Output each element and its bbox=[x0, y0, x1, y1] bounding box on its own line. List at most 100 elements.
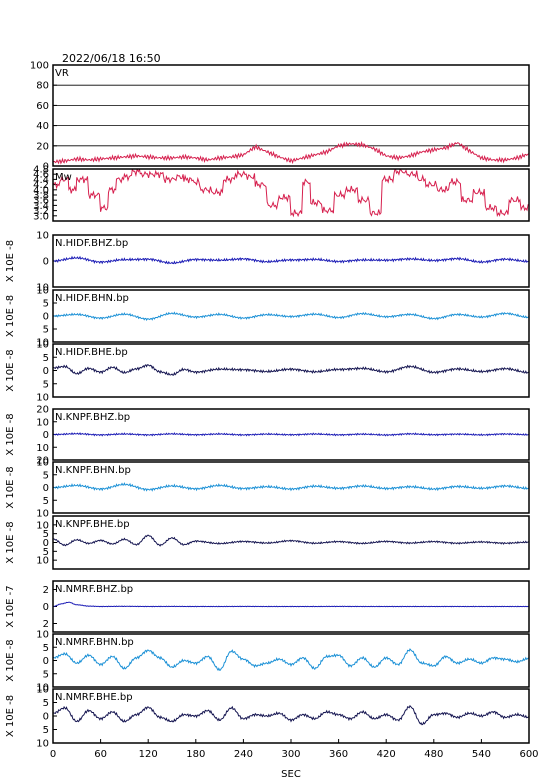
panel-nmrf-bhn: 10 5 0 5 10 N.NMRF.BHN.bp X 10E -8 bbox=[5, 630, 530, 694]
y-tick-label: 4.0 bbox=[33, 185, 49, 196]
y-axis-label: X 10E -8 bbox=[5, 295, 16, 337]
y-tick-label: 0 bbox=[43, 483, 49, 494]
y-tick-label: 20 bbox=[36, 456, 49, 467]
y-tick-label: 20 bbox=[36, 141, 49, 152]
x-tick-label: 300 bbox=[281, 749, 300, 760]
panel-label: N.NMRF.BHE.bp bbox=[55, 692, 133, 703]
panel-label: VR bbox=[55, 68, 69, 79]
x-axis-label: SEC bbox=[281, 769, 301, 780]
y-tick-label: 3.0 bbox=[33, 211, 49, 222]
panel-label: N.HIDF.BHZ.bp bbox=[55, 238, 128, 249]
y-axis-label: X 10E -8 bbox=[5, 413, 16, 455]
y-tick-label: 3.2 bbox=[33, 206, 49, 217]
y-tick-label: 20 bbox=[36, 405, 49, 416]
panel-frame bbox=[52, 64, 530, 167]
panel-vr: 0 20 40 60 80 100 VR bbox=[30, 61, 530, 173]
y-tick-label: 5 bbox=[43, 379, 49, 390]
series-line-knpf-bhz bbox=[53, 432, 529, 437]
x-tick-label: 600 bbox=[519, 749, 538, 760]
y-axis-label: X 10E -7 bbox=[5, 585, 16, 627]
y-axis-label: X 10E -8 bbox=[5, 240, 16, 282]
panel-frame bbox=[52, 580, 530, 633]
y-tick-label: 4.2 bbox=[33, 180, 49, 191]
y-tick-label: 0 bbox=[43, 656, 49, 667]
y-tick-label: 10 bbox=[36, 231, 49, 242]
y-tick-label: 4.6 bbox=[33, 170, 49, 181]
y-tick-label: 10 bbox=[36, 458, 49, 469]
x-tick-label: 240 bbox=[234, 749, 253, 760]
y-tick-label: 0 bbox=[43, 312, 49, 323]
x-axis: 0 60 120 180 240 300 360 420 480 540 600 bbox=[50, 739, 539, 760]
x-tick-label: 360 bbox=[329, 749, 348, 760]
series-line-nmrf-bhe bbox=[53, 704, 529, 726]
panel-hidf-bhe: 10 5 0 5 10 N.HIDF.BHE.bp X 10E -8 bbox=[5, 340, 530, 404]
y-axis-label: X 10E -8 bbox=[5, 639, 16, 681]
y-tick-label: 5 bbox=[43, 325, 49, 336]
series-line-knpf-bhe bbox=[53, 534, 529, 547]
y-tick-label: 60 bbox=[36, 101, 49, 112]
y-tick-label: 3.8 bbox=[33, 191, 49, 202]
y-tick-label: 10 bbox=[36, 509, 49, 520]
y-tick-label: 4.8 bbox=[33, 165, 49, 176]
x-tick-label: 60 bbox=[94, 749, 107, 760]
panel-frame bbox=[52, 408, 530, 461]
y-tick-label: 4.4 bbox=[33, 175, 49, 186]
x-tick-label: 420 bbox=[377, 749, 396, 760]
series-line-hidf-bhe bbox=[53, 364, 529, 376]
panel-mw: 3.03.23.43.63.84.04.24.44.64.8 Mw bbox=[33, 165, 530, 222]
y-tick-label: 2 bbox=[43, 619, 49, 630]
panel-label: Mw bbox=[55, 172, 72, 183]
series-line-knpf-bhn bbox=[53, 482, 529, 492]
series-line-nmrf-bhz bbox=[53, 601, 529, 608]
series-line-nmrf-bhn bbox=[53, 648, 529, 672]
panel-hidf-bhn: 10 5 0 5 10 N.HIDF.BHN.bp X 10E -8 bbox=[5, 286, 530, 349]
panel-nmrf-bhz: 2 0 2 N.NMRF.BHZ.bp X 10E -7 bbox=[5, 580, 530, 633]
y-tick-label: 10 bbox=[36, 630, 49, 641]
y-tick-label: 10 bbox=[36, 520, 49, 531]
y-tick-label: 2 bbox=[43, 585, 49, 596]
panel-frame bbox=[52, 343, 530, 398]
y-tick-label: 5 bbox=[43, 643, 49, 654]
y-tick-label: 3.6 bbox=[33, 196, 49, 207]
y-tick-label: 10 bbox=[36, 340, 49, 351]
y-tick-label: 0 bbox=[43, 602, 49, 613]
y-tick-label: 5 bbox=[43, 698, 49, 709]
series-line-vr bbox=[53, 140, 529, 165]
y-tick-label: 5 bbox=[43, 529, 49, 540]
y-tick-label: 10 bbox=[36, 417, 49, 428]
y-tick-label: 100 bbox=[30, 61, 49, 72]
y-tick-label: 0 bbox=[43, 257, 49, 268]
panel-label: N.KNPF.BHN.bp bbox=[55, 465, 131, 476]
y-tick-label: 10 bbox=[36, 556, 49, 567]
y-tick-label: 5 bbox=[43, 547, 49, 558]
series-line-hidf-bhn bbox=[53, 311, 529, 321]
y-tick-label: 0 bbox=[43, 366, 49, 377]
y-tick-label: 5 bbox=[43, 299, 49, 310]
y-axis-label: X 10E -8 bbox=[5, 466, 16, 508]
y-tick-label: 10 bbox=[36, 393, 49, 404]
x-tick-label: 540 bbox=[472, 749, 491, 760]
panel-frame bbox=[52, 168, 530, 222]
y-tick-label: 10 bbox=[36, 283, 49, 294]
y-axis-label: X 10E -8 bbox=[5, 349, 16, 391]
panel-hidf-bhz: 10 0 10 N.HIDF.BHZ.bp X 10E -8 bbox=[5, 231, 530, 294]
y-tick-label: 5 bbox=[43, 353, 49, 364]
y-tick-label: 5 bbox=[43, 496, 49, 507]
y-tick-label: 5 bbox=[43, 669, 49, 680]
series-line-mw bbox=[53, 169, 529, 218]
y-tick-label: 3.4 bbox=[33, 201, 49, 212]
y-tick-label: 10 bbox=[36, 286, 49, 297]
panel-nmrf-bhe: 10 5 0 5 10 N.NMRF.BHE.bp X 10E -8 bbox=[5, 685, 530, 750]
y-tick-label: 0 bbox=[43, 430, 49, 441]
panel-frame bbox=[52, 461, 530, 514]
y-axis-label: X 10E -8 bbox=[5, 695, 16, 737]
series-line-hidf-bhz bbox=[53, 255, 529, 265]
y-tick-label: 10 bbox=[36, 683, 49, 694]
y-tick-label: 40 bbox=[36, 121, 49, 132]
panel-label: N.NMRF.BHZ.bp bbox=[55, 584, 133, 595]
y-tick-label: 10 bbox=[36, 443, 49, 454]
